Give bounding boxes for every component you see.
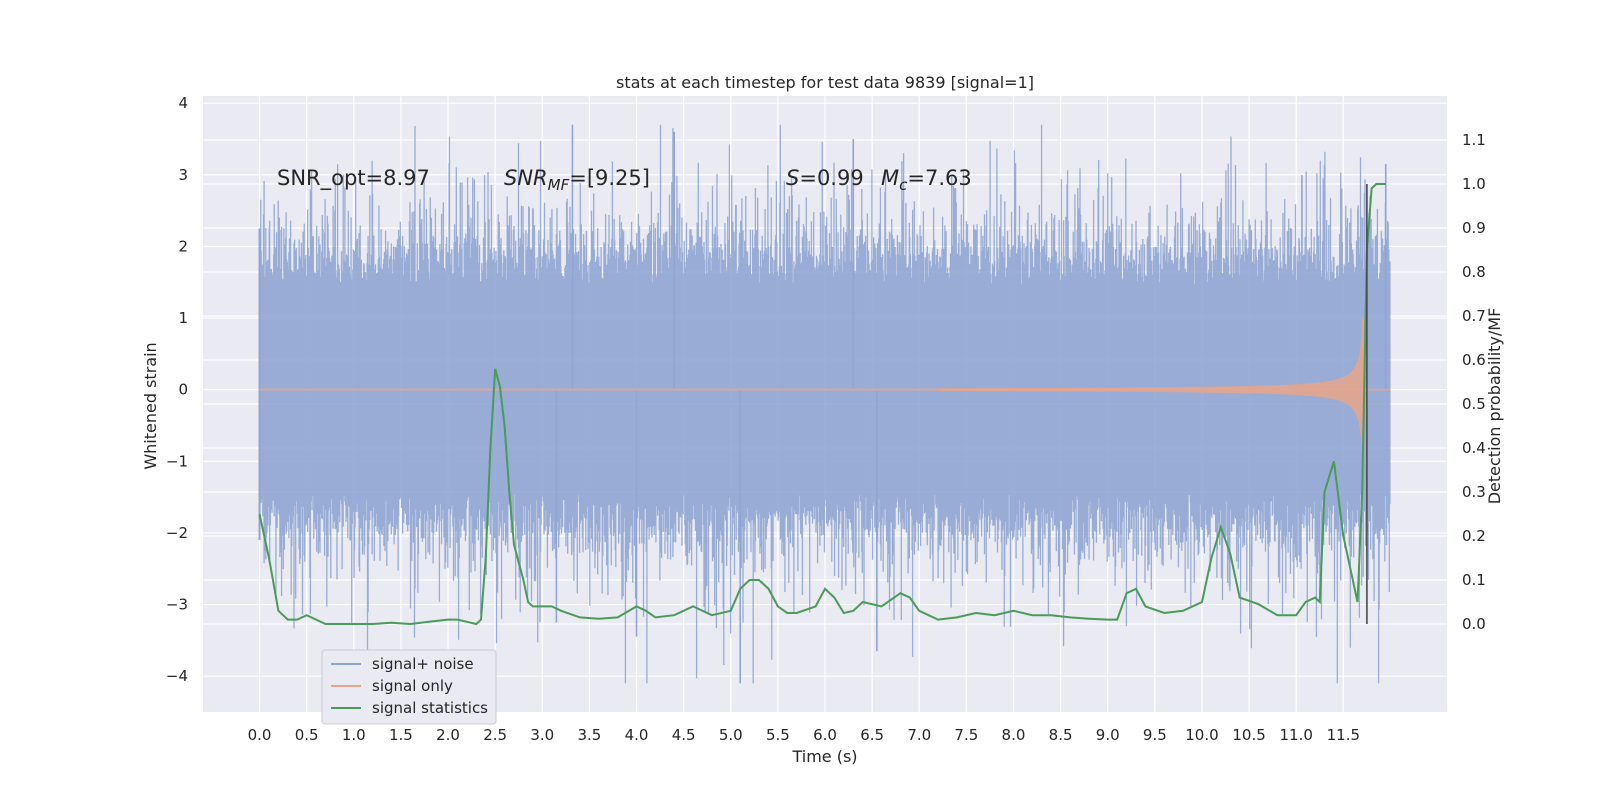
legend-label-signal: signal only	[372, 677, 453, 695]
snr-mf-value: =[9.25]	[569, 166, 650, 190]
x-tick-label: 4.0	[625, 726, 649, 744]
snr-mf-subscript: MF	[548, 176, 570, 194]
x-tick-label: 9.5	[1143, 726, 1167, 744]
x-tick-label: 10.5	[1232, 726, 1265, 744]
annotation-s: S=0.99	[786, 166, 864, 190]
x-tick-label: 7.5	[954, 726, 978, 744]
series-signal-plus-noise	[258, 124, 1391, 684]
x-axis-label: Time (s)	[791, 747, 857, 766]
left-y-tick-label: 4	[178, 94, 188, 112]
x-tick-label: 3.0	[530, 726, 554, 744]
x-tick-label: 2.5	[483, 726, 507, 744]
s-name: S	[786, 166, 799, 190]
right-y-tick-label: 0.7	[1462, 307, 1486, 325]
chart-title: stats at each timestep for test data 983…	[616, 73, 1034, 92]
snr-mf-name: SNR	[504, 166, 548, 190]
legend: signal+ noise signal only signal statist…	[321, 649, 497, 725]
right-y-tick-label: 0.0	[1462, 615, 1486, 633]
right-y-axis-label: Detection probability/MF	[1485, 308, 1504, 505]
left-y-tick-label: 2	[178, 237, 188, 255]
annotation-snr-opt: SNR_opt=8.97	[277, 166, 430, 191]
x-tick-label: 0.5	[295, 726, 319, 744]
signal-statistics-line	[258, 183, 1386, 626]
left-y-tick-labels: 4 3 2 1 0 −1 −2 −3 −4	[166, 94, 188, 685]
left-y-tick-label: −1	[166, 452, 188, 470]
x-tick-label: 9.0	[1096, 726, 1120, 744]
x-tick-label: 3.5	[577, 726, 601, 744]
x-tick-label: 8.5	[1049, 726, 1073, 744]
left-y-tick-label: −4	[166, 667, 188, 685]
right-y-tick-label: 0.2	[1462, 527, 1486, 545]
right-y-tick-label: 0.5	[1462, 395, 1486, 413]
right-y-tick-label: 0.3	[1462, 483, 1486, 501]
x-tick-label: 11.0	[1280, 726, 1313, 744]
x-tick-label: 8.0	[1002, 726, 1026, 744]
right-y-tick-label: 0.6	[1462, 351, 1486, 369]
left-y-tick-label: 1	[178, 309, 188, 327]
right-y-tick-label: 1.0	[1462, 175, 1486, 193]
mc-subscript: c	[899, 176, 908, 194]
series-signal-only	[259, 318, 1391, 462]
s-value: =0.99	[799, 166, 863, 190]
mc-value: =7.63	[907, 166, 971, 190]
x-tick-label: 6.5	[860, 726, 884, 744]
x-tick-label: 4.5	[672, 726, 696, 744]
x-tick-labels: 0.0 0.5 1.0 1.5 2.0 2.5 3.0 3.5 4.0 4.5 5.0 5.5 6.0 6…	[248, 726, 1360, 744]
left-y-tick-label: −3	[166, 596, 188, 614]
left-y-tick-label: 3	[178, 166, 188, 184]
right-y-tick-label: 0.8	[1462, 263, 1486, 281]
annotation-mc: Mc=7.63	[881, 166, 972, 194]
x-tick-label: 0.0	[248, 726, 272, 744]
x-tick-label: 1.0	[342, 726, 366, 744]
legend-label-stats: signal statistics	[372, 699, 488, 717]
x-tick-label: 7.0	[907, 726, 931, 744]
left-y-tick-label: −2	[166, 524, 188, 542]
left-y-tick-label: 0	[178, 381, 188, 399]
x-tick-label: 10.0	[1185, 726, 1218, 744]
right-y-tick-label: 0.9	[1462, 219, 1486, 237]
x-tick-label: 11.5	[1327, 726, 1360, 744]
right-y-tick-label: 1.1	[1462, 131, 1486, 149]
x-tick-label: 6.0	[813, 726, 837, 744]
x-tick-label: 5.5	[766, 726, 790, 744]
mc-name: M	[881, 166, 899, 190]
left-y-axis-label: Whitened strain	[141, 342, 160, 469]
right-y-tick-label: 0.1	[1462, 571, 1486, 589]
right-y-tick-labels: 1.1 1.0 0.9 0.8 0.7 0.6 0.5 0.4 0.3 0.2 0.1 0.0	[1462, 131, 1486, 633]
series-signal-statistics	[258, 183, 1386, 626]
legend-label-noise: signal+ noise	[372, 655, 474, 673]
x-tick-label: 1.5	[389, 726, 413, 744]
x-tick-label: 2.0	[436, 726, 460, 744]
annotation-snr-mf: SNRMF=[9.25]	[504, 166, 650, 194]
legend-box	[321, 649, 497, 725]
x-tick-label: 5.0	[719, 726, 743, 744]
right-y-tick-label: 0.4	[1462, 439, 1486, 457]
